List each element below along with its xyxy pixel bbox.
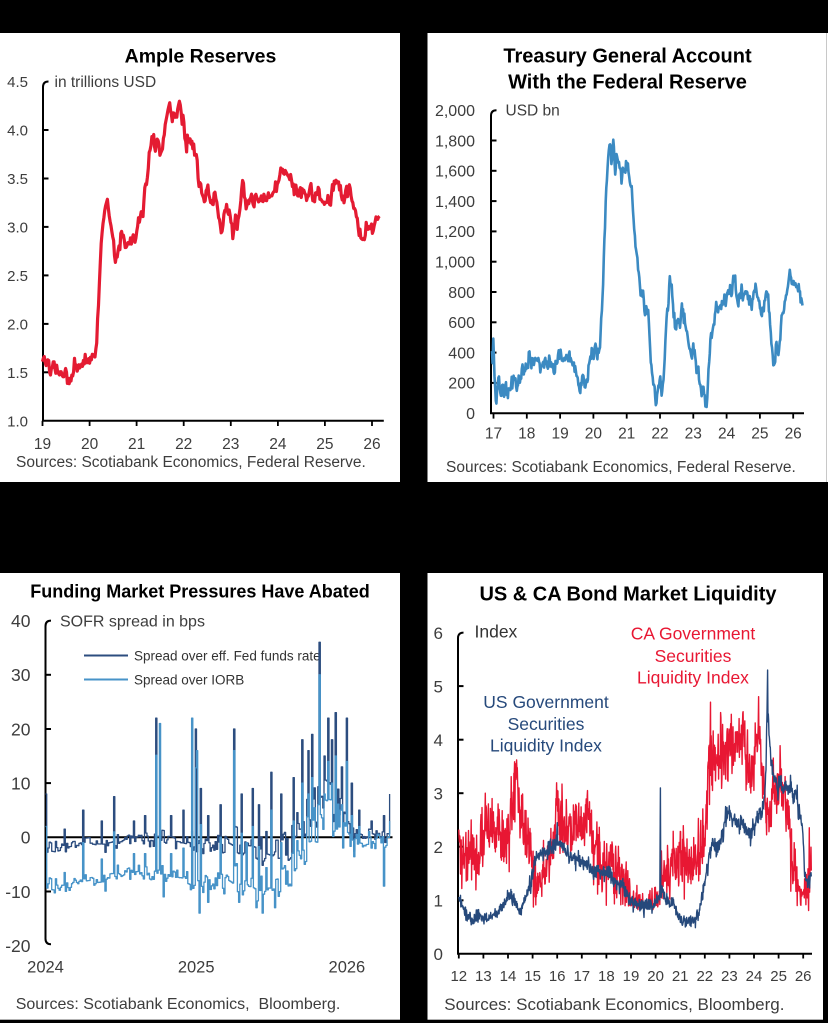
svg-text:3: 3	[434, 784, 443, 803]
svg-text:Liquidity Index: Liquidity Index	[637, 668, 749, 688]
svg-text:Sources: Scotiabank Economics,: Sources: Scotiabank Economics, Bloomberg…	[444, 995, 784, 1014]
svg-text:Securities: Securities	[508, 714, 585, 734]
svg-text:Funding Market Pressures Have: Funding Market Pressures Have Abated	[30, 582, 369, 602]
svg-text:19: 19	[34, 436, 51, 453]
svg-text:Sources: Scotiabank Economics,: Sources: Scotiabank Economics, Federal R…	[446, 459, 796, 476]
svg-text:1,600: 1,600	[435, 164, 475, 181]
svg-text:Spread over IORB: Spread over IORB	[134, 672, 244, 687]
svg-text:14: 14	[500, 968, 517, 985]
svg-text:19: 19	[623, 968, 640, 985]
svg-text:21: 21	[672, 968, 689, 985]
svg-text:20: 20	[11, 719, 31, 739]
svg-text:40: 40	[11, 611, 31, 631]
svg-text:17: 17	[485, 426, 502, 443]
svg-text:2.5: 2.5	[7, 268, 28, 285]
svg-text:2.0: 2.0	[7, 316, 28, 333]
svg-text:800: 800	[448, 285, 475, 302]
svg-text:Securities: Securities	[655, 646, 732, 666]
svg-text:2025: 2025	[178, 959, 215, 977]
svg-text:21: 21	[128, 436, 145, 453]
svg-text:US Government: US Government	[483, 692, 609, 712]
svg-text:Sources: Scotiabank Economics,: Sources: Scotiabank Economics, Federal R…	[16, 454, 366, 471]
svg-text:26: 26	[785, 426, 802, 443]
svg-text:2,000: 2,000	[435, 103, 475, 120]
svg-text:SOFR spread in bps: SOFR spread in bps	[60, 613, 205, 630]
svg-text:20: 20	[585, 426, 603, 443]
svg-text:15: 15	[524, 968, 541, 985]
svg-text:4.0: 4.0	[7, 122, 28, 139]
svg-text:19: 19	[551, 426, 568, 443]
svg-text:3.0: 3.0	[7, 219, 28, 236]
svg-text:20: 20	[647, 968, 664, 985]
svg-text:-20: -20	[5, 936, 31, 956]
svg-text:30: 30	[11, 665, 31, 685]
svg-text:400: 400	[448, 345, 475, 362]
svg-text:13: 13	[475, 968, 492, 985]
svg-text:0: 0	[466, 406, 475, 423]
svg-text:25: 25	[751, 426, 768, 443]
svg-text:21: 21	[618, 426, 635, 443]
svg-text:22: 22	[175, 436, 192, 453]
svg-text:-10: -10	[5, 882, 31, 902]
svg-text:12: 12	[450, 968, 467, 985]
svg-text:24: 24	[746, 968, 763, 985]
svg-text:1,000: 1,000	[435, 255, 475, 272]
svg-text:in trillions USD: in trillions USD	[55, 74, 157, 91]
svg-text:1.5: 1.5	[7, 365, 28, 382]
svg-text:Index: Index	[475, 622, 518, 642]
svg-text:23: 23	[222, 436, 239, 453]
svg-text:With the Federal Reserve: With the Federal Reserve	[508, 72, 747, 94]
svg-text:5: 5	[434, 677, 443, 696]
svg-text:16: 16	[549, 968, 566, 985]
svg-text:24: 24	[269, 436, 287, 453]
svg-text:600: 600	[448, 315, 475, 332]
svg-text:25: 25	[770, 968, 787, 985]
svg-text:10: 10	[11, 774, 31, 794]
svg-text:1,200: 1,200	[435, 224, 475, 241]
svg-text:18: 18	[598, 968, 615, 985]
svg-text:26: 26	[363, 436, 380, 453]
svg-text:Ample Reserves: Ample Reserves	[125, 45, 277, 67]
svg-text:2026: 2026	[329, 959, 366, 977]
svg-text:24: 24	[718, 426, 736, 443]
svg-text:USD bn: USD bn	[506, 103, 560, 120]
svg-text:22: 22	[651, 426, 668, 443]
svg-text:1,800: 1,800	[435, 133, 475, 150]
svg-text:17: 17	[573, 968, 590, 985]
svg-text:3.5: 3.5	[7, 171, 28, 188]
svg-text:4: 4	[434, 731, 443, 750]
svg-text:2: 2	[434, 838, 443, 857]
svg-text:20: 20	[81, 436, 99, 453]
svg-text:1,400: 1,400	[435, 194, 475, 211]
svg-text:4.5: 4.5	[7, 74, 28, 91]
svg-text:0: 0	[434, 945, 443, 964]
svg-text:25: 25	[316, 436, 333, 453]
svg-text:1.0: 1.0	[7, 413, 28, 430]
svg-text:1: 1	[434, 891, 443, 910]
svg-text:6: 6	[434, 624, 443, 643]
svg-text:23: 23	[721, 968, 738, 985]
svg-text:2024: 2024	[27, 959, 64, 977]
svg-text:18: 18	[518, 426, 535, 443]
svg-text:CA Government: CA Government	[631, 623, 756, 643]
svg-text:22: 22	[696, 968, 713, 985]
svg-text:0: 0	[21, 828, 31, 848]
svg-text:US & CA Bond Market Liquidity: US & CA Bond Market Liquidity	[479, 584, 777, 606]
svg-text:Liquidity Index: Liquidity Index	[490, 735, 602, 755]
svg-text:23: 23	[685, 426, 702, 443]
svg-text:200: 200	[448, 376, 475, 393]
svg-text:26: 26	[795, 968, 812, 985]
svg-text:Spread over eff. Fed funds rat: Spread over eff. Fed funds rate	[134, 648, 321, 663]
svg-text:Sources: Scotiabank Economics,: Sources: Scotiabank Economics, Bloomberg…	[16, 996, 341, 1013]
svg-text:Treasury General Account: Treasury General Account	[503, 45, 752, 67]
